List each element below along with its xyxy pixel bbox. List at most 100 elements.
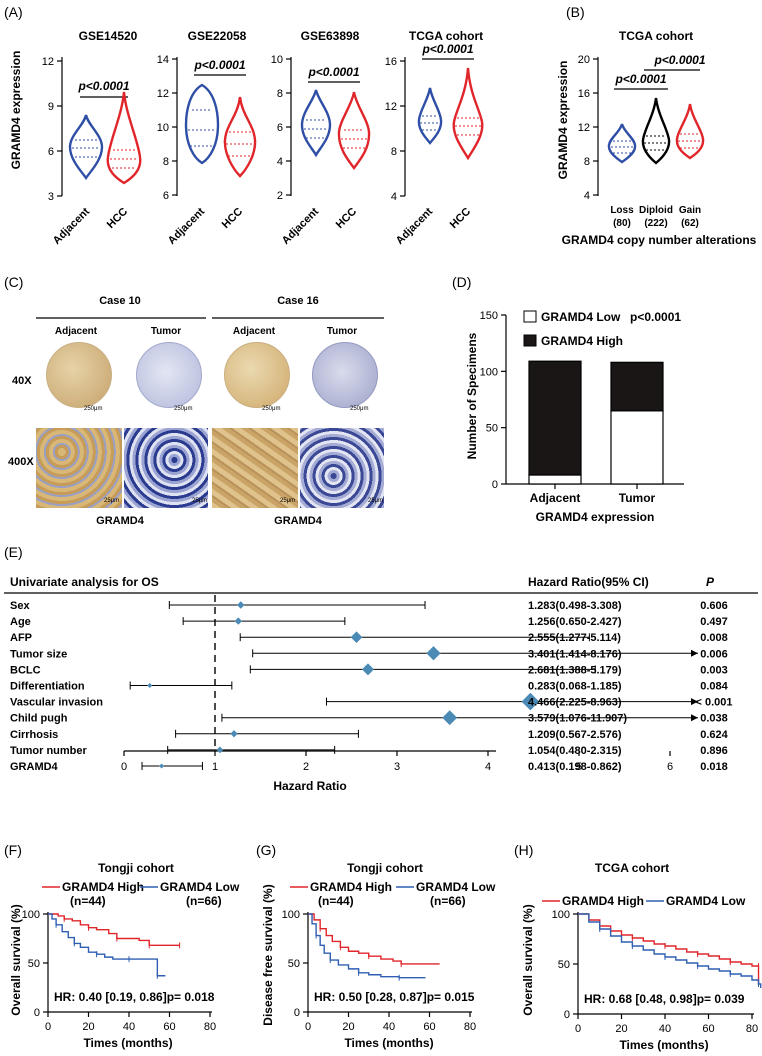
ci-arrow — [691, 714, 698, 722]
y-tick-label: 0 — [564, 1009, 570, 1021]
panel-label-d: (D) — [452, 274, 471, 290]
y-tick-label: 16 — [578, 88, 590, 100]
hr-diamond — [234, 617, 242, 625]
panel-label-e: (E) — [4, 544, 23, 560]
x-tick-label: Adjacent — [166, 205, 208, 247]
km-xlabel: Times (months) — [619, 1038, 708, 1052]
p-column-header: P — [706, 575, 715, 589]
x-tick-label: 80 — [464, 1021, 476, 1033]
p-value: p<0.0001 — [307, 65, 359, 79]
x-tick-label: HCC — [220, 206, 245, 231]
hr-value: 1.283(0.498-3.308) — [528, 600, 622, 612]
column-label: Adjacent — [55, 326, 98, 337]
x-tick-label: 80 — [204, 1021, 216, 1033]
km-title: Tongji cohort — [98, 861, 174, 875]
y-tick-label: 100 — [480, 366, 498, 378]
case-label: Case 16 — [277, 295, 319, 307]
y-tick-label: 12 — [578, 122, 590, 134]
x-tick-label: 1 — [212, 761, 218, 773]
hr-diamond — [442, 710, 458, 726]
x-tick-label: 0 — [45, 1021, 51, 1033]
violin-hcc — [106, 91, 142, 185]
variable-label: Tumor number — [10, 745, 88, 757]
ci-arrow — [691, 649, 698, 657]
variable-label: Cirrhosis — [10, 729, 58, 741]
violin-loss — [607, 123, 637, 164]
violin-title: GSE14520 — [79, 29, 138, 43]
ihc-image-case10-tumor — [124, 428, 208, 508]
x-tick-label: 60 — [163, 1021, 175, 1033]
p-value: 0.003 — [700, 664, 728, 676]
x-tick-label: 2 — [303, 761, 309, 773]
hr-value: 3.401(1.414-8.176) — [528, 648, 622, 660]
km-curve-low — [578, 913, 762, 988]
group-label: Gain — [679, 205, 701, 216]
legend-label-high: GRAMD4 High — [310, 880, 392, 894]
violin-adjacent — [68, 114, 104, 181]
x-tick-label: Tumor — [619, 491, 656, 505]
bar-low-tumor — [610, 410, 664, 485]
km-ylabel: Overall survival (%) — [521, 904, 535, 1015]
violin-plot-gse63898: GSE63898 2 4 6 8 10 p<0.0001 Adjacent HC… — [271, 29, 371, 247]
column-label: Tumor — [151, 326, 181, 337]
violin-title: TCGA cohort — [409, 29, 483, 43]
violin-title: GSE22058 — [188, 29, 247, 43]
hr-value: 0.283(0.068-1.185) — [528, 681, 622, 693]
panel-a-ylabel: GRAMD4 expression — [9, 51, 23, 170]
y-tick-label: 8 — [584, 156, 590, 168]
x-tick-label: 6 — [667, 761, 673, 773]
hr-diamond — [147, 683, 153, 688]
ihc-footer: GRAMD4 — [96, 515, 145, 527]
hr-diamond — [230, 730, 238, 738]
variable-label: Tumor size — [10, 648, 67, 660]
ihc-panel-labels: Case 10 Case 16 Adjacent Tumor Adjacent … — [8, 295, 384, 527]
legend-count-high: (n=44) — [318, 894, 354, 908]
violin-hcc — [452, 67, 484, 161]
forest-row: Child pugh 3.579(1.076-11.907) 0.038 — [10, 710, 728, 726]
hr-diamond — [521, 692, 540, 711]
x-tick-label: 40 — [123, 1021, 135, 1033]
y-tick-label: 10 — [157, 122, 169, 134]
p-value: 0.606 — [700, 600, 728, 612]
km-hr-annotation: HR: 0.68 [0.48, 0.98]p= 0.039 — [584, 992, 745, 1006]
x-tick-label: 0 — [121, 761, 127, 773]
panel-label-c: (C) — [4, 274, 23, 290]
hr-value: 4.466(2.225-8.963) — [528, 697, 622, 709]
stacked-bar-chart: Number of Specimens 0 50 100 150 Adjacent Tu… — [465, 310, 684, 524]
x-tick-label: Adjacent — [280, 205, 322, 247]
y-tick-label: 16 — [385, 56, 397, 68]
variable-label: AFP — [10, 632, 32, 644]
violin-diploid — [641, 97, 671, 165]
p-value: 0.624 — [700, 729, 728, 741]
x-tick-label: 20 — [342, 1021, 354, 1033]
p-value: 0.084 — [700, 681, 728, 693]
y-tick-label: 0 — [294, 1007, 300, 1019]
bar-low-adjacent — [528, 474, 582, 485]
variable-label: BCLC — [10, 664, 41, 676]
hr-value: 2.681(1.388-5.179) — [528, 664, 622, 676]
km-xlabel: Times (months) — [83, 1036, 172, 1050]
forest-xlabel: Hazard Ratio — [273, 779, 346, 793]
x-tick-label: 5 — [576, 761, 582, 773]
p-value: 0.896 — [700, 745, 728, 757]
forest-row: Tumor number 1.054(0.480-2.315) 0.896 — [10, 745, 728, 757]
p-value: 0.497 — [700, 616, 728, 628]
y-tick-label: 6 — [163, 190, 169, 202]
x-tick-label: Adjacent — [530, 491, 581, 505]
km-hr-annotation: HR: 0.40 [0.19, 0.86]p= 0.018 — [54, 990, 215, 1004]
x-tick-label: 20 — [82, 1021, 94, 1033]
y-tick-label: 12 — [157, 88, 169, 100]
tma-core-case10-adjacent — [46, 342, 112, 408]
x-tick-label: 20 — [615, 1023, 627, 1035]
group-count: (222) — [644, 218, 667, 229]
legend-count-low: (n=66) — [430, 894, 466, 908]
y-tick-label: 50 — [288, 958, 300, 970]
variable-label: GRAMD4 — [10, 761, 59, 773]
y-tick-label: 150 — [480, 310, 498, 322]
x-tick-label: 60 — [702, 1023, 714, 1035]
violin-plot-gse14520: GSE14520 3 6 9 12 p<0.0001 Adjacent HCC — [42, 29, 142, 247]
group-count: (62) — [681, 218, 699, 229]
column-label: Tumor — [327, 326, 357, 337]
bar-high-tumor — [610, 361, 664, 412]
forest-row: Vascular invasion 4.466(2.225-8.963) < 0.0… — [10, 692, 733, 711]
